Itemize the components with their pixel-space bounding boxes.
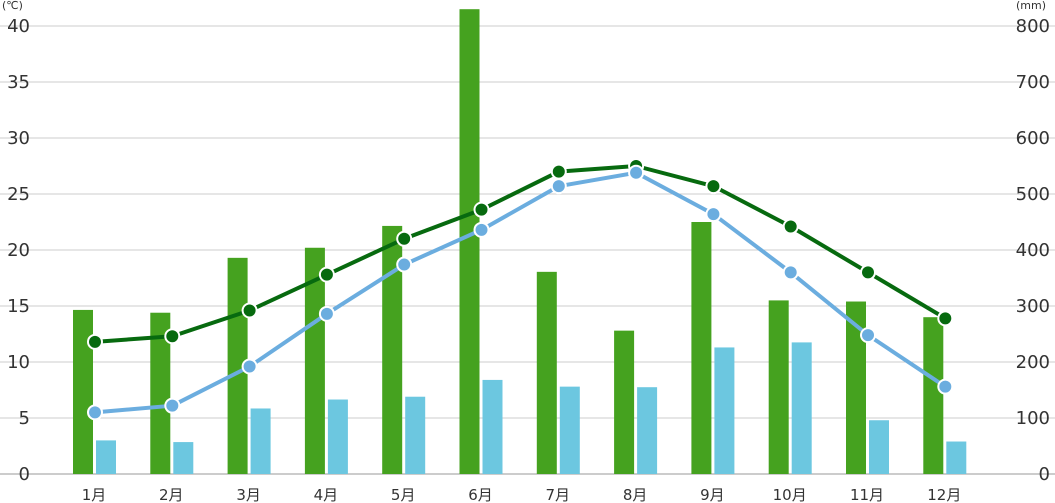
- bar-series-b: [791, 342, 812, 474]
- line-point-a: [396, 230, 413, 247]
- bar-series-b: [559, 386, 580, 474]
- category-label: 11月: [850, 486, 884, 503]
- category-label: 4月: [314, 486, 339, 503]
- temperature-lines: [87, 158, 954, 421]
- category-label: 6月: [468, 486, 493, 503]
- bar-series-b: [482, 379, 503, 474]
- line-point-a: [705, 178, 722, 195]
- bar-series-b: [96, 440, 116, 474]
- line-point-a: [937, 310, 954, 327]
- category-label: 2月: [159, 486, 184, 503]
- left-tick-label: 40: [7, 16, 30, 37]
- left-tick-label: 5: [19, 408, 30, 429]
- line-series-b: [93, 170, 948, 415]
- line-point-b: [473, 221, 490, 238]
- right-tick-label: 300: [1016, 296, 1050, 317]
- line-point-b: [87, 404, 103, 421]
- bar-series-a: [536, 271, 557, 474]
- line-series-a: [93, 164, 948, 344]
- category-label: 8月: [623, 486, 648, 503]
- bar-series-b: [327, 399, 348, 474]
- bar-series-a: [691, 222, 712, 474]
- line-point-b: [550, 178, 567, 195]
- right-tick-label: 500: [1016, 184, 1050, 205]
- line-point-b: [937, 378, 954, 395]
- bar-series-a: [150, 312, 171, 474]
- right-tick-label: 100: [1016, 408, 1050, 429]
- right-tick-label: 0: [1039, 464, 1050, 485]
- line-point-b: [164, 397, 181, 414]
- right-tick-label: 200: [1016, 352, 1050, 373]
- line-point-a: [860, 264, 876, 281]
- bar-series-b: [637, 387, 658, 474]
- line-point-b: [396, 256, 413, 273]
- bar-series-a: [923, 317, 944, 474]
- left-axis-unit: (℃): [2, 0, 23, 12]
- right-tick-label: 800: [1016, 16, 1050, 37]
- category-label: 3月: [236, 486, 261, 503]
- bar-series-a: [304, 247, 325, 474]
- bar-series-a: [614, 330, 635, 474]
- line-point-b: [241, 358, 258, 375]
- left-tick-label: 20: [7, 240, 30, 261]
- bar-series-b: [405, 396, 426, 474]
- line-point-a: [318, 266, 335, 283]
- bar-series-b: [946, 441, 967, 474]
- line-point-b: [318, 305, 335, 322]
- line-point-b: [782, 264, 799, 281]
- right-tick-label: 400: [1016, 240, 1050, 261]
- line-point-a: [473, 201, 490, 218]
- bar-series-a: [73, 309, 93, 474]
- left-tick-label: 0: [19, 464, 30, 485]
- category-label: 7月: [546, 486, 571, 503]
- left-tick-label: 15: [7, 296, 30, 317]
- line-point-a: [164, 328, 181, 345]
- left-tick-label: 25: [7, 184, 30, 205]
- line-point-b: [628, 164, 645, 181]
- left-tick-label: 35: [7, 72, 30, 93]
- bar-series-b: [869, 420, 889, 474]
- bar-series-a: [768, 300, 789, 474]
- precipitation-bars: [73, 9, 967, 474]
- bar-series-b: [173, 442, 194, 474]
- line-point-a: [241, 302, 258, 319]
- line-point-a: [550, 163, 567, 180]
- line-point-a: [782, 218, 799, 235]
- right-axis-unit: (mm): [1016, 0, 1046, 12]
- category-label: 9月: [700, 486, 725, 503]
- bar-series-b: [250, 408, 271, 474]
- category-label: 10月: [773, 486, 807, 503]
- category-label: 1月: [82, 486, 107, 503]
- right-tick-label: 600: [1016, 128, 1050, 149]
- category-label: 12月: [927, 486, 961, 503]
- bar-series-b: [714, 347, 735, 474]
- bar-series-a: [846, 301, 866, 474]
- bar-series-a: [382, 225, 403, 474]
- bar-series-a: [459, 9, 480, 474]
- left-tick-label: 10: [7, 352, 30, 373]
- left-tick-label: 30: [7, 128, 30, 149]
- line-point-b: [860, 327, 876, 344]
- line-point-a: [87, 333, 103, 350]
- line-point-b: [705, 206, 722, 223]
- right-tick-label: 700: [1016, 72, 1050, 93]
- grid-lines: [0, 25, 1055, 475]
- category-label: 5月: [391, 486, 416, 503]
